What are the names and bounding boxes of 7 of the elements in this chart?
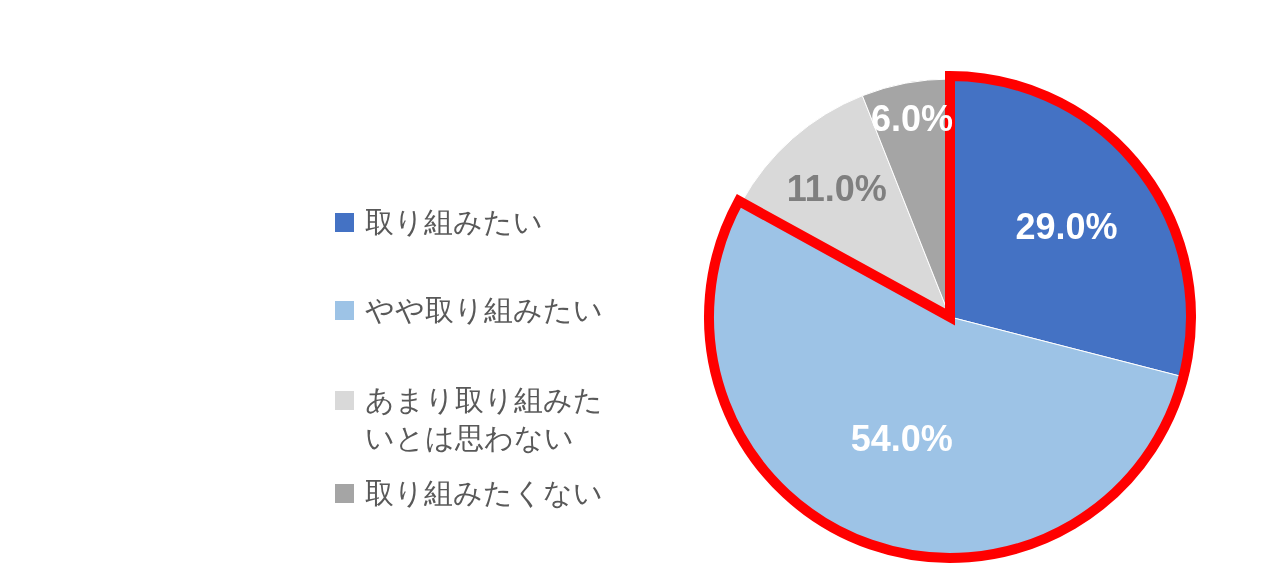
data-label: 54.0% bbox=[850, 418, 953, 460]
legend-label: 取り組みたい bbox=[365, 206, 543, 238]
legend-label: やや取り組みたい bbox=[365, 294, 603, 326]
data-label: 29.0% bbox=[1015, 206, 1118, 248]
legend-label: あまり取り組みたいとは思わない bbox=[365, 384, 603, 454]
legend-label: 取り組みたくない bbox=[365, 477, 603, 509]
data-label: 11.0% bbox=[786, 167, 887, 209]
